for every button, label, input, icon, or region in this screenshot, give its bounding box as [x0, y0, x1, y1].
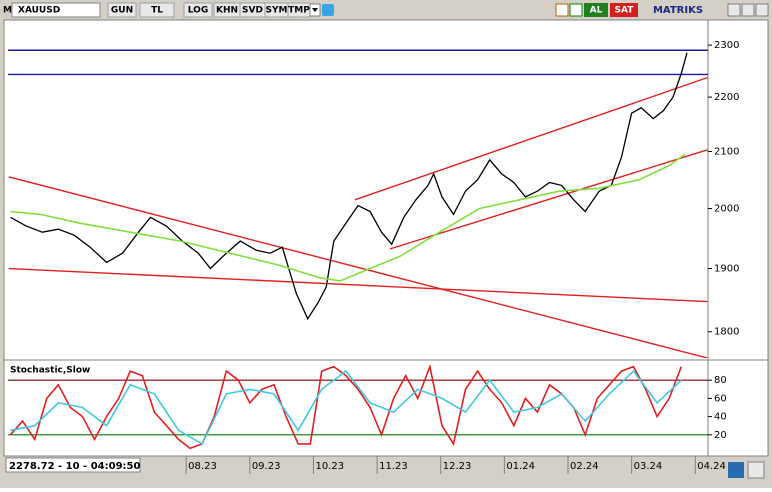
y-tick-label: 2200	[714, 92, 739, 103]
x-tick-label: 08.23	[188, 461, 217, 472]
trend-line	[389, 149, 708, 250]
status-box	[5, 457, 141, 473]
close-button[interactable]	[755, 3, 769, 17]
panel-title: Stochastic,Slow	[10, 366, 90, 376]
toolbar-button-label[interactable]: GUN	[111, 6, 133, 16]
minimize-button[interactable]	[727, 3, 741, 17]
toolbar-button-label[interactable]: SVD	[242, 6, 263, 16]
toolbar-button-label[interactable]: KHN	[216, 6, 238, 16]
series-line	[10, 52, 688, 321]
y-tick-label: 2000	[714, 204, 739, 215]
y-tick-label: 60	[714, 393, 727, 404]
toolbar-button[interactable]	[107, 2, 137, 18]
x-tick-label: 09.23	[252, 461, 281, 472]
panel: 1800 1900 2000 2100 2200 2300	[8, 40, 739, 358]
twitter-icon[interactable]	[322, 4, 334, 16]
menu-button[interactable]: M	[3, 6, 12, 16]
toolbar-button[interactable]	[139, 2, 175, 18]
series-line	[10, 369, 682, 446]
series-line	[10, 153, 686, 282]
sell-button[interactable]: SAT	[615, 6, 635, 16]
maximize-button[interactable]	[741, 3, 755, 17]
y-tick-label: 80	[714, 375, 727, 386]
sell-button-bg[interactable]	[610, 3, 638, 17]
symbol-box[interactable]	[11, 2, 101, 18]
x-tick-label: 11.23	[379, 461, 408, 472]
y-tick-label: 1800	[714, 327, 739, 338]
symbol[interactable]: XAUUSD	[18, 6, 60, 16]
trend-line	[8, 267, 708, 303]
y-tick-label: 40	[714, 412, 727, 423]
x-tick-label: 04.24	[697, 461, 726, 472]
brand: MATRIKS	[653, 5, 703, 16]
toolbar-button-label[interactable]: TL	[151, 6, 163, 16]
refresh-icon[interactable]	[569, 3, 583, 17]
toolbar-button-label[interactable]: TMP	[288, 6, 310, 16]
panel: 20 40 60 80 08.23 09.23 10.23 11.23 12.23 01.24 02…	[8, 363, 727, 474]
x-tick-label: 10.23	[315, 461, 344, 472]
toolbar-button-label[interactable]: LOG	[188, 6, 208, 16]
y-tick-label: 1900	[714, 264, 739, 275]
x-tick-label: 12.23	[443, 461, 472, 472]
x-tick-label: 01.24	[506, 461, 535, 472]
toolbar-buttons: GUN TL LOG KHN SVD SYM TMP	[107, 2, 311, 18]
buy-button-bg[interactable]	[584, 3, 608, 17]
settings-icon[interactable]	[747, 461, 765, 479]
buy-button[interactable]: AL	[590, 6, 603, 16]
y-tick-label: 20	[714, 430, 727, 441]
trend-line	[354, 76, 708, 201]
toolbar-button-label[interactable]: SYM	[266, 6, 288, 16]
y-tick-label: 2300	[714, 40, 739, 51]
sync-icon[interactable]	[728, 462, 744, 478]
edit-icon[interactable]	[555, 3, 569, 17]
status-text: 2278.72 - 10 - 04:09:50	[9, 461, 140, 472]
x-tick-label: 02.24	[570, 461, 599, 472]
trend-line	[8, 176, 708, 358]
y-tick-label: 2100	[714, 147, 739, 158]
x-tick-label: 03.24	[634, 461, 663, 472]
toolbar-button[interactable]	[183, 2, 213, 18]
dropdown-arrow	[312, 8, 318, 12]
